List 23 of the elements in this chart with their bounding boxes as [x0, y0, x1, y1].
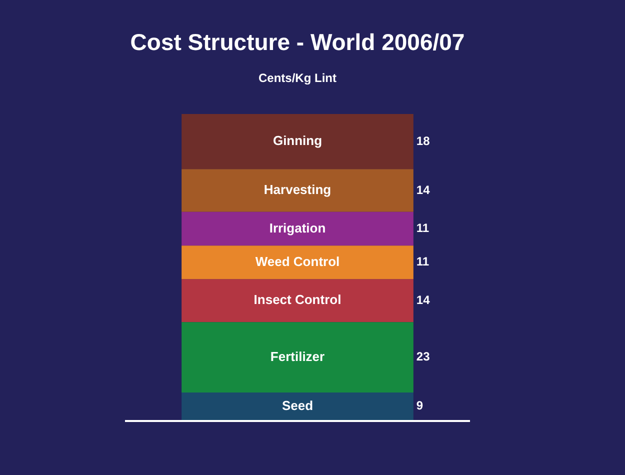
data-label: 11 [416, 221, 430, 236]
chart-title: Cost Structure - World 2006/07 [130, 29, 465, 56]
data-label: 11 [416, 254, 430, 269]
data-label: 14 [416, 182, 430, 197]
bar [182, 114, 414, 170]
bar [182, 246, 414, 280]
bar [182, 392, 414, 420]
chart-subtitle: Cents/Kg Lint [258, 71, 336, 86]
series-label: Fertilizer [270, 348, 325, 364]
series-label: Irrigation [269, 220, 326, 236]
series-label: Harvesting [264, 182, 332, 198]
series-label: Ginning [272, 133, 322, 148]
bar [182, 212, 414, 246]
bar [182, 279, 414, 322]
data-label: 18 [416, 134, 430, 148]
bar [182, 322, 414, 392]
data-label: 14 [416, 292, 430, 307]
series-label: Seed [282, 398, 314, 413]
data-label: 9 [416, 398, 424, 413]
series-label: Weed Control [255, 254, 340, 269]
series-label: Insect Control [254, 292, 342, 308]
bar [182, 169, 414, 212]
data-label: 23 [416, 350, 430, 364]
